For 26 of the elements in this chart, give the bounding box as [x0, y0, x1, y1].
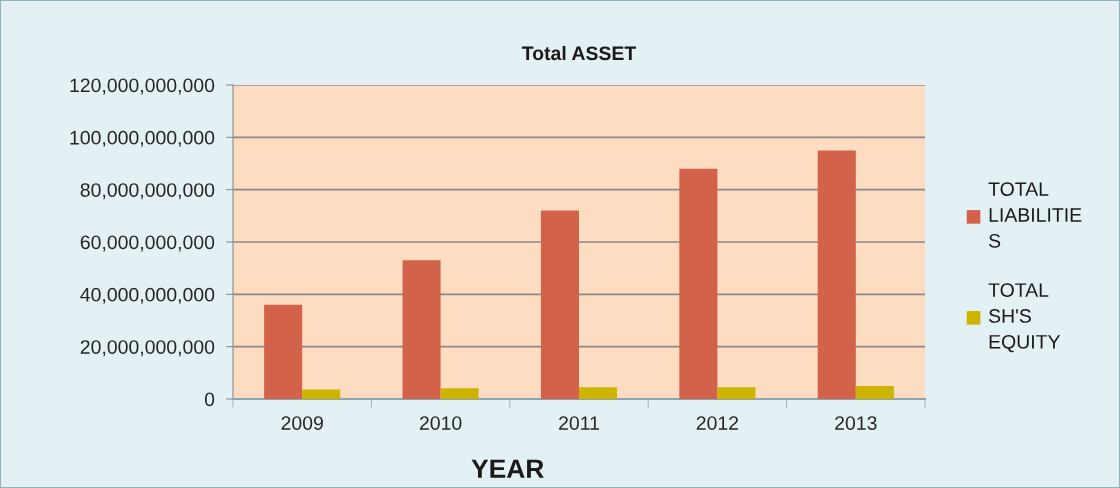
bar — [302, 389, 341, 399]
x-tick-label: 2009 — [281, 416, 323, 430]
bar — [440, 388, 479, 399]
y-tick-label: 80,000,000,000 — [80, 183, 215, 200]
y-tick-label: 0 — [204, 392, 215, 407]
bar — [579, 387, 618, 399]
y-tick-label: 120,000,000,000 — [70, 78, 215, 95]
x-tick-label: 2013 — [835, 416, 877, 430]
y-tick-label: 20,000,000,000 — [80, 340, 215, 357]
x-tick-label: 2011 — [559, 416, 599, 430]
bar — [264, 304, 303, 399]
y-tick-label: 40,000,000,000 — [80, 287, 215, 304]
bar — [402, 260, 441, 399]
legend-label: TOTAL SH'S EQUITY — [988, 283, 1061, 353]
bar — [679, 168, 718, 399]
x-tick-label: 2012 — [696, 416, 739, 430]
bar — [717, 387, 756, 399]
legend-label: TOTAL LIABILITIES — [988, 182, 1082, 248]
chart-title: Total ASSET — [521, 45, 637, 61]
x-axis-title: YEAR — [471, 459, 544, 478]
y-tick-label: 100,000,000,000 — [70, 130, 215, 147]
y-tick-label: 60,000,000,000 — [80, 235, 215, 252]
bar — [855, 385, 894, 399]
x-tick-label: 2010 — [419, 416, 462, 430]
bar — [817, 150, 856, 399]
bar — [540, 210, 579, 399]
